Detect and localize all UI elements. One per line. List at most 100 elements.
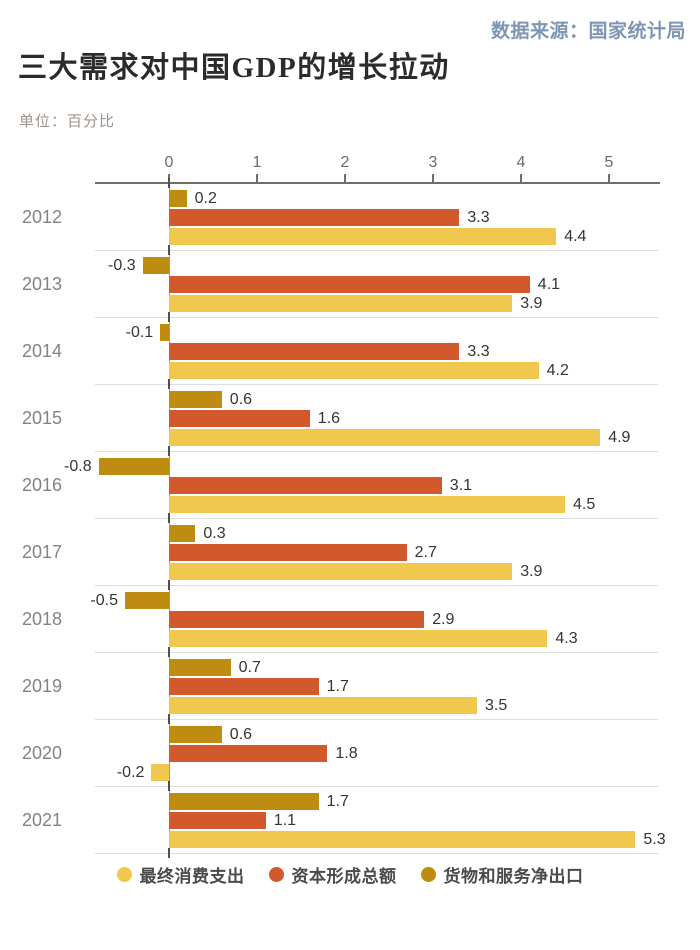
category-tick: [168, 848, 170, 858]
bar-value-label: 3.9: [520, 562, 543, 580]
bar: [151, 764, 169, 781]
bar: [169, 228, 557, 245]
bar-value-label: 1.7: [326, 792, 349, 810]
legend-dot-icon: [268, 866, 284, 882]
grid-line: [95, 585, 658, 586]
x-axis-tick-label: 4: [516, 154, 526, 171]
bar-value-label: -0.5: [90, 591, 118, 609]
category-tick: [168, 312, 170, 322]
bar-value-label: -0.8: [64, 457, 92, 475]
bar-value-label: 2.9: [432, 610, 455, 628]
bar: [169, 496, 565, 513]
bar: [169, 611, 425, 628]
bar-value-label: 0.7: [238, 658, 261, 676]
bar-value-label: 3.9: [520, 294, 543, 312]
bar: [169, 745, 328, 762]
page-title: 三大需求对中国GDP的增长拉动: [18, 52, 450, 84]
bar-value-label: 4.5: [573, 495, 596, 513]
x-axis-tick: [256, 174, 258, 183]
bar: [169, 477, 442, 494]
legend-item: 最终消费支出: [116, 862, 245, 887]
grid-line: [95, 250, 658, 251]
category-tick: [168, 178, 170, 188]
x-axis-tick: [608, 174, 610, 183]
x-axis-tick-label: 2: [340, 154, 350, 171]
legend-label: 最终消费支出: [139, 866, 245, 886]
bar-value-label: 3.3: [467, 208, 490, 226]
bar: [169, 429, 601, 446]
bar-value-label: 4.2: [546, 361, 569, 379]
x-axis-tick-label: 3: [428, 154, 438, 171]
x-axis-tick-label: 5: [604, 154, 614, 171]
bar-value-label: 2.7: [414, 543, 437, 561]
bar: [169, 209, 460, 226]
legend-label: 资本形成总额: [291, 866, 397, 886]
bar: [169, 630, 548, 647]
bar: [142, 257, 169, 274]
bar: [169, 525, 196, 542]
bar-value-label: 1.6: [317, 409, 341, 427]
bar-value-label: -0.2: [116, 763, 145, 781]
bar-value-label: 4.9: [608, 428, 631, 446]
bar-value-label: 4.4: [564, 227, 587, 245]
bar: [169, 276, 530, 293]
category-tick: [168, 714, 170, 724]
bar-value-label: -0.3: [108, 256, 136, 274]
grid-line: [95, 652, 658, 653]
bar-value-label: 5.3: [643, 830, 666, 848]
x-axis-tick: [344, 174, 346, 183]
bar-value-label: 3.5: [485, 696, 508, 714]
category-tick: [168, 647, 170, 657]
category-tick: [168, 781, 170, 791]
bar: [169, 563, 513, 580]
year-label: 2021: [21, 809, 62, 830]
category-tick: [168, 245, 170, 255]
x-axis-tick: [432, 174, 434, 183]
bar-value-label: 0.6: [229, 725, 253, 743]
bar-value-label: 1.8: [335, 744, 358, 762]
year-label: 2014: [21, 340, 62, 361]
bar: [169, 391, 222, 408]
bar-value-label: 4.1: [537, 275, 561, 293]
bar: [169, 697, 477, 714]
category-tick: [168, 513, 170, 523]
legend-label: 货物和服务净出口: [443, 866, 584, 886]
year-label: 2017: [21, 541, 62, 562]
legend-dot-icon: [116, 866, 132, 882]
legend-dot-icon: [420, 866, 436, 882]
legend: 最终消费支出 资本形成总额 货物和服务净出口: [0, 861, 700, 887]
bar: [169, 362, 539, 379]
x-axis-tick-label: 0: [164, 154, 174, 171]
bar: [160, 324, 169, 341]
grid-line: [95, 786, 658, 787]
legend-item: 货物和服务净出口: [420, 862, 584, 887]
bar: [125, 592, 169, 609]
bar: [169, 831, 636, 848]
x-axis-tick-label: 1: [252, 154, 262, 171]
bar: [169, 295, 513, 312]
bar-value-label: 3.1: [449, 476, 473, 494]
bar: [169, 659, 231, 676]
data-source-label: 数据来源：国家统计局: [490, 21, 686, 42]
bar: [169, 410, 310, 427]
x-axis-tick: [520, 174, 522, 183]
bar-value-label: 4.3: [555, 629, 578, 647]
bar-value-label: 0.3: [203, 524, 226, 542]
category-tick: [168, 580, 170, 590]
year-label: 2019: [21, 675, 62, 696]
year-label: 2016: [21, 474, 62, 495]
grid-line: [95, 317, 658, 318]
bar: [169, 812, 266, 829]
grid-line: [95, 384, 658, 385]
category-tick: [168, 379, 170, 389]
bar-value-label: 0.2: [194, 189, 217, 207]
grid-line: [95, 518, 658, 519]
year-label: 2012: [21, 206, 62, 227]
year-label: 2020: [21, 742, 62, 763]
bar-value-label: 0.6: [229, 390, 253, 408]
grid-line: [95, 853, 658, 854]
bar-value-label: 1.7: [326, 677, 349, 695]
year-label: 2013: [21, 273, 62, 294]
grid-line: [95, 719, 658, 720]
